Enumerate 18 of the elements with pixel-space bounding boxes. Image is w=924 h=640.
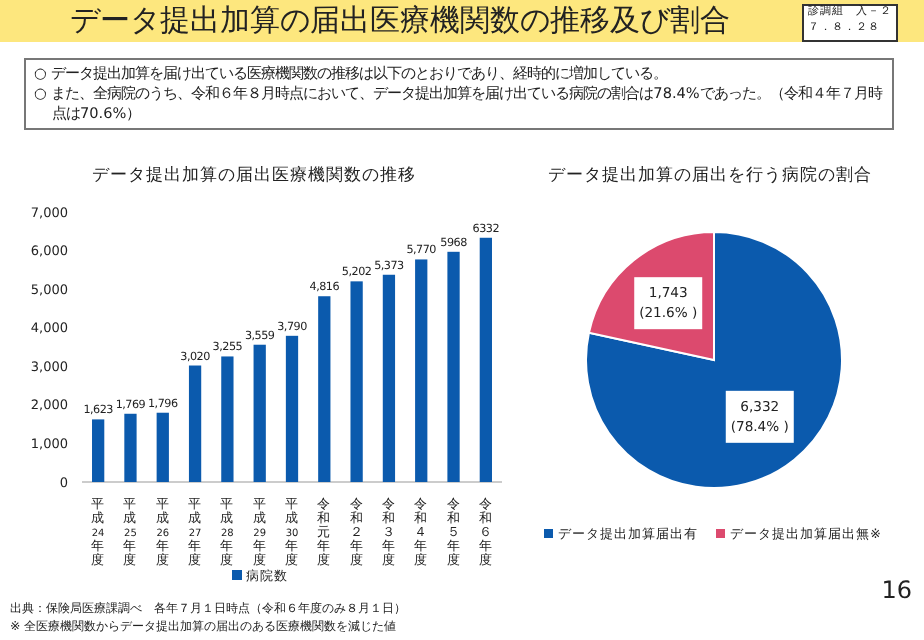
bar (253, 344, 266, 482)
bar (285, 335, 299, 482)
bar (350, 281, 363, 482)
chart-title: データ提出加算の届出医療機関数の推移 (92, 164, 416, 186)
text: データ提出加算の届出医療機関数の推移及び割合 (68, 2, 732, 40)
bar (188, 365, 202, 482)
bar (124, 413, 137, 482)
bar (156, 412, 169, 482)
bar (415, 259, 428, 482)
bar (447, 251, 460, 482)
pie-slice (585, 231, 843, 489)
bar (479, 237, 492, 482)
text: 16 (879, 576, 912, 604)
bar (221, 356, 234, 482)
bar (382, 274, 396, 482)
bar (92, 419, 105, 482)
bar (318, 296, 331, 482)
chart-title: データ提出加算の届出を行う病院の割合 (548, 164, 872, 186)
